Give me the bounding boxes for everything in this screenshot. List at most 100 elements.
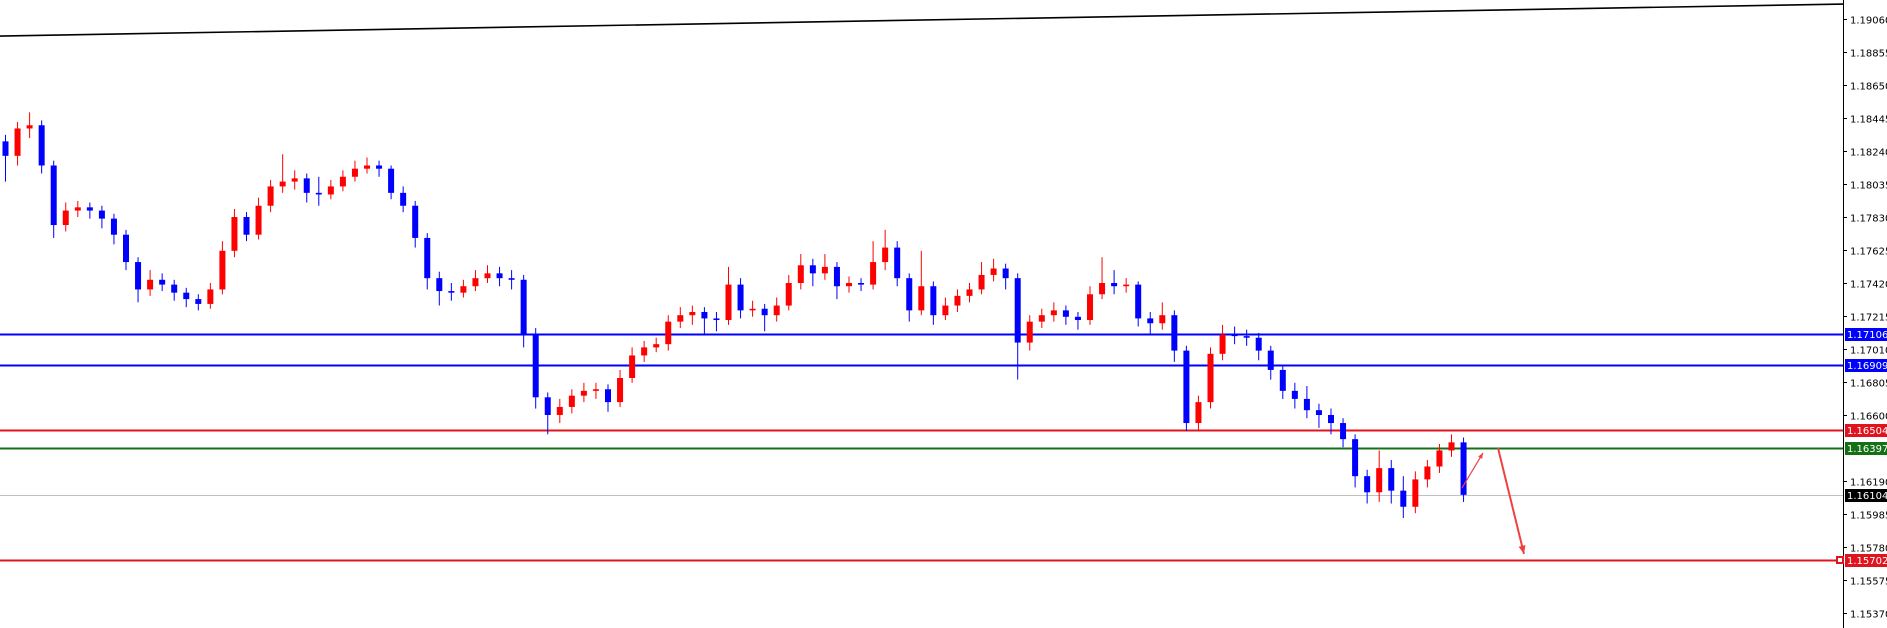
candle (110, 213, 117, 245)
candle (1279, 365, 1286, 399)
candle-body (26, 125, 33, 129)
candle (821, 254, 828, 280)
candle (339, 170, 346, 192)
candle-body (436, 278, 443, 292)
price-level-label: 1.16104 (1847, 491, 1887, 502)
line-handle-icon (1836, 556, 1844, 564)
candle (677, 307, 684, 329)
candle-body (1460, 442, 1467, 495)
candle (737, 278, 744, 319)
arrow-annotation (1461, 452, 1484, 489)
candle (1460, 437, 1467, 502)
candle-body (2, 141, 9, 156)
price-level-label-bg (1845, 489, 1887, 502)
annotations-layer (1461, 447, 1526, 555)
price-axis[interactable]: 1.19060 1.18855 1.18650 1.18445 1.18240 1.180… (1836, 16, 1887, 621)
candle-body (364, 165, 370, 169)
candle (315, 176, 322, 206)
candle-body (207, 289, 214, 304)
candle-body (460, 286, 467, 293)
candle (749, 300, 756, 317)
candle (1099, 257, 1106, 300)
candle-body (1376, 468, 1383, 493)
axis-tick-label: 1.18035 (1850, 181, 1887, 192)
candle-body (424, 237, 431, 279)
price-level-label-bg (1845, 424, 1887, 437)
candle-body (821, 266, 828, 274)
candle (508, 270, 515, 290)
price-level-label-bg (1845, 359, 1887, 372)
candle (942, 297, 949, 321)
candle (1207, 347, 1214, 409)
trendline-layer (0, 3, 1844, 37)
candle (279, 154, 286, 193)
candle-body (1279, 369, 1286, 391)
candle (98, 205, 105, 229)
candle (412, 200, 419, 248)
candle-body (966, 289, 973, 296)
candle-body (110, 218, 117, 235)
candle (725, 266, 732, 325)
candle-body (773, 305, 780, 316)
candle-body (1436, 450, 1443, 467)
candle-body (412, 205, 419, 238)
candle (1267, 345, 1274, 380)
candle-body (376, 165, 383, 169)
axis-tick-label: 1.16805 (1850, 379, 1887, 390)
candle (183, 287, 190, 308)
candle-body (484, 273, 491, 279)
candle-body (1255, 337, 1262, 351)
candle (267, 179, 274, 213)
candles-layer (2, 112, 1467, 519)
candle-body (1135, 284, 1142, 319)
candle-body (1026, 321, 1033, 343)
candle (701, 307, 708, 335)
candle-body (327, 186, 334, 195)
candle-body (665, 321, 672, 345)
candle (858, 278, 865, 292)
candle (1135, 281, 1142, 327)
candle (484, 265, 491, 283)
candle-body (496, 273, 503, 279)
candle (809, 258, 816, 287)
candle-body (1074, 316, 1081, 321)
candle-body (351, 168, 358, 177)
candle-body (1231, 334, 1238, 337)
candle-body (171, 284, 178, 293)
axis-tick-label: 1.15985 (1850, 511, 1887, 522)
candle (1412, 471, 1419, 514)
candle (1436, 443, 1443, 473)
candle-body (1303, 398, 1310, 411)
candle-body (689, 311, 696, 316)
candle-body (1123, 284, 1130, 287)
candle-body (653, 344, 660, 348)
candle (436, 271, 443, 306)
candle (532, 328, 539, 409)
candle (918, 250, 925, 316)
candle-body (291, 178, 298, 182)
candle-body (183, 292, 190, 300)
candle-body (930, 286, 937, 316)
candle-body (123, 234, 129, 263)
candle-body (508, 278, 515, 280)
candle-body (255, 205, 262, 235)
candle (1219, 324, 1226, 361)
candle-body (809, 265, 816, 274)
candle-body (797, 265, 804, 283)
candle (1074, 311, 1081, 330)
axis-tick-label: 1.15780 (1850, 544, 1887, 555)
candle-body (50, 165, 57, 226)
candle (761, 303, 768, 332)
candle-body (1111, 283, 1118, 287)
candle (388, 165, 395, 200)
axis-tick-label: 1.17830 (1850, 214, 1887, 225)
candle (1303, 386, 1310, 419)
candle-body (1219, 334, 1226, 354)
candle-body (1038, 315, 1045, 322)
candle (159, 273, 166, 292)
candle-body (159, 279, 166, 285)
candle-body (858, 283, 865, 285)
price-level-label: 1.15702 (1847, 556, 1887, 567)
candle (1400, 476, 1407, 519)
